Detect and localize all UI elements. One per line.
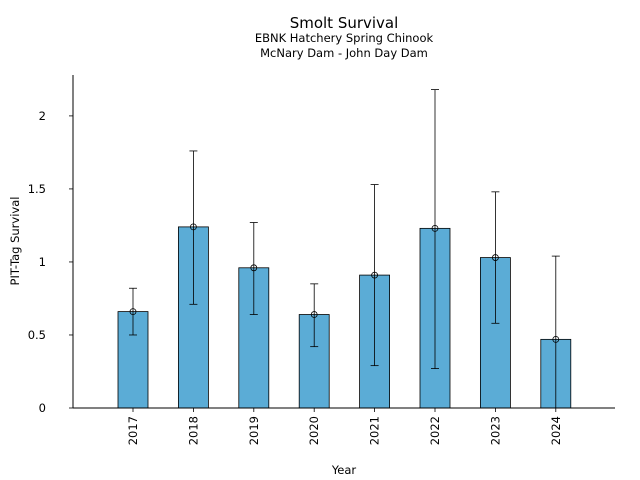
- chart-subtitle-line-2: McNary Dam - John Day Dam: [260, 46, 428, 60]
- y-ticks-group: 0 0.5 1 1.5 2: [28, 109, 73, 415]
- point-marker-2022: [431, 224, 439, 232]
- x-tick-label-2021: 2021: [368, 416, 382, 445]
- point-marker-2021: [371, 271, 379, 279]
- point-marker-2023: [491, 254, 499, 261]
- bars-group: [117, 226, 572, 409]
- y-tick-label-4: 2: [39, 109, 46, 123]
- chart-title: Smolt Survival: [290, 14, 399, 32]
- point-marker-2019: [250, 264, 258, 272]
- x-ticks-group: 2017 2018 2019 2020 2021 2022 2023 2024: [126, 408, 563, 445]
- point-marker-2020: [310, 311, 318, 318]
- x-tick-label-2017: 2017: [126, 416, 140, 445]
- y-tick-label-2: 1: [39, 255, 46, 269]
- point-marker-2017: [129, 308, 137, 316]
- y-tick-label-0: 0: [39, 401, 46, 415]
- chart-subtitle-line-1: EBNK Hatchery Spring Chinook: [255, 31, 434, 45]
- point-marker-2024: [552, 335, 560, 343]
- x-tick-label-2018: 2018: [186, 416, 200, 445]
- y-tick-label-3: 1.5: [28, 182, 46, 196]
- point-marker-2018: [189, 223, 197, 231]
- x-axis-label: Year: [331, 463, 357, 477]
- x-tick-label-2019: 2019: [247, 416, 261, 445]
- y-axis-label: PIT-Tag Survival: [8, 197, 22, 286]
- bar-2020: [298, 314, 330, 409]
- y-tick-label-1: 0.5: [28, 328, 46, 342]
- error-bars-group: [129, 89, 560, 408]
- x-tick-label-2022: 2022: [428, 416, 442, 445]
- x-tick-label-2023: 2023: [488, 416, 502, 445]
- x-tick-label-2020: 2020: [307, 416, 321, 445]
- x-tick-label-2024: 2024: [549, 416, 563, 445]
